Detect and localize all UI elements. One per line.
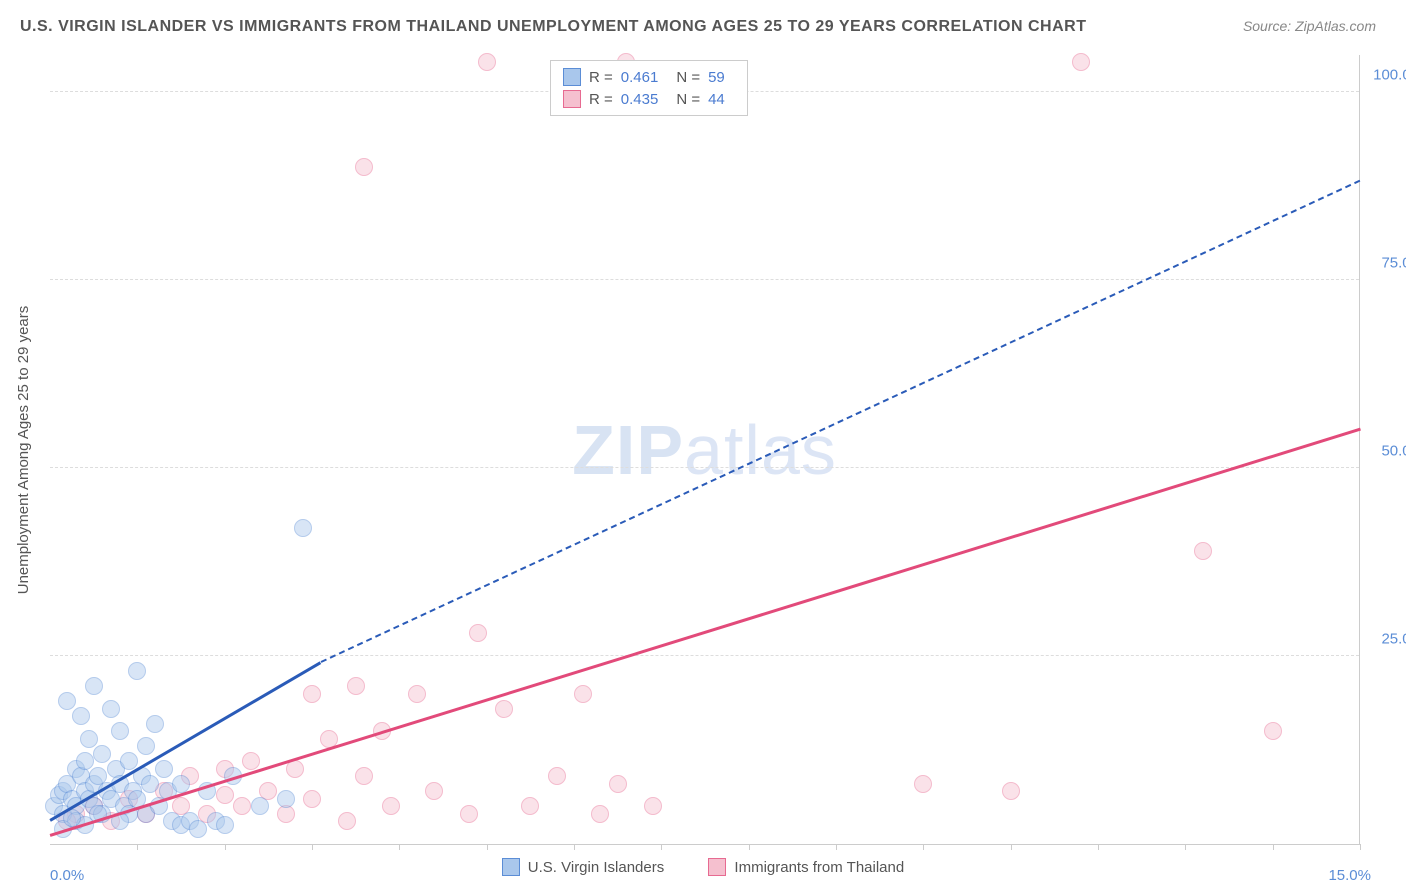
data-point	[574, 685, 592, 703]
x-tick	[836, 844, 837, 850]
data-point	[85, 677, 103, 695]
data-point	[233, 797, 251, 815]
r-label: R =	[589, 91, 613, 108]
data-point	[111, 722, 129, 740]
data-point	[128, 662, 146, 680]
n-value-b: 44	[708, 91, 725, 108]
x-tick	[137, 844, 138, 850]
series-legend: U.S. Virgin Islanders Immigrants from Th…	[0, 858, 1406, 880]
plot-area: ZIPatlas 25.0%50.0%75.0%100.0%	[50, 55, 1360, 845]
data-point	[478, 53, 496, 71]
data-point	[914, 775, 932, 793]
r-value-b: 0.435	[621, 91, 659, 108]
x-tick	[1185, 844, 1186, 850]
x-tick	[1360, 844, 1361, 850]
swatch-series-a-icon	[563, 68, 581, 86]
series-b-name: Immigrants from Thailand	[734, 859, 904, 876]
watermark: ZIPatlas	[572, 410, 837, 490]
data-point	[338, 812, 356, 830]
x-tick-end: 15.0%	[1328, 867, 1371, 884]
gridline	[50, 279, 1359, 280]
gridline	[50, 467, 1359, 468]
x-tick	[1098, 844, 1099, 850]
data-point	[80, 730, 98, 748]
x-tick	[661, 844, 662, 850]
x-tick-start: 0.0%	[50, 867, 84, 884]
n-value-a: 59	[708, 69, 725, 86]
data-point	[137, 737, 155, 755]
source-label: Source: ZipAtlas.com	[1243, 18, 1376, 34]
x-tick	[225, 844, 226, 850]
legend-item-b: Immigrants from Thailand	[708, 858, 904, 876]
data-point	[58, 692, 76, 710]
data-point	[1002, 782, 1020, 800]
data-point	[189, 820, 207, 838]
x-tick	[1273, 844, 1274, 850]
legend-row-a: R = 0.461 N = 59	[563, 66, 735, 88]
data-point	[76, 752, 94, 770]
legend-row-b: R = 0.435 N = 44	[563, 88, 735, 110]
data-point	[408, 685, 426, 703]
data-point	[120, 752, 138, 770]
r-label: R =	[589, 69, 613, 86]
x-tick	[399, 844, 400, 850]
data-point	[155, 760, 173, 778]
n-label: N =	[676, 91, 700, 108]
gridline	[50, 655, 1359, 656]
data-point	[141, 775, 159, 793]
swatch-series-a-icon	[502, 858, 520, 876]
data-point	[460, 805, 478, 823]
x-tick	[923, 844, 924, 850]
series-a-name: U.S. Virgin Islanders	[528, 859, 664, 876]
data-point	[382, 797, 400, 815]
data-point	[294, 519, 312, 537]
data-point	[303, 790, 321, 808]
data-point	[277, 790, 295, 808]
data-point	[251, 797, 269, 815]
y-tick-label: 100.0%	[1373, 66, 1406, 83]
x-tick	[574, 844, 575, 850]
swatch-series-b-icon	[708, 858, 726, 876]
data-point	[347, 677, 365, 695]
data-point	[146, 715, 164, 733]
x-tick	[312, 844, 313, 850]
data-point	[495, 700, 513, 718]
data-point	[216, 786, 234, 804]
y-tick-label: 25.0%	[1381, 630, 1406, 647]
x-tick	[749, 844, 750, 850]
data-point	[1194, 542, 1212, 560]
x-tick	[487, 844, 488, 850]
data-point	[548, 767, 566, 785]
data-point	[1072, 53, 1090, 71]
data-point	[72, 707, 90, 725]
data-point	[355, 158, 373, 176]
trend-line	[50, 428, 1361, 837]
data-point	[425, 782, 443, 800]
data-point	[242, 752, 260, 770]
correlation-legend: R = 0.461 N = 59 R = 0.435 N = 44	[550, 60, 748, 116]
x-tick	[1011, 844, 1012, 850]
data-point	[609, 775, 627, 793]
data-point	[521, 797, 539, 815]
n-label: N =	[676, 69, 700, 86]
legend-item-a: U.S. Virgin Islanders	[502, 858, 664, 876]
data-point	[644, 797, 662, 815]
y-axis-label: Unemployment Among Ages 25 to 29 years	[15, 306, 32, 595]
y-tick-label: 75.0%	[1381, 254, 1406, 271]
data-point	[216, 816, 234, 834]
data-point	[1264, 722, 1282, 740]
data-point	[591, 805, 609, 823]
chart-title: U.S. VIRGIN ISLANDER VS IMMIGRANTS FROM …	[20, 18, 1086, 36]
data-point	[102, 700, 120, 718]
swatch-series-b-icon	[563, 90, 581, 108]
data-point	[355, 767, 373, 785]
data-point	[93, 745, 111, 763]
y-tick-label: 50.0%	[1381, 442, 1406, 459]
r-value-a: 0.461	[621, 69, 659, 86]
data-point	[469, 624, 487, 642]
data-point	[303, 685, 321, 703]
